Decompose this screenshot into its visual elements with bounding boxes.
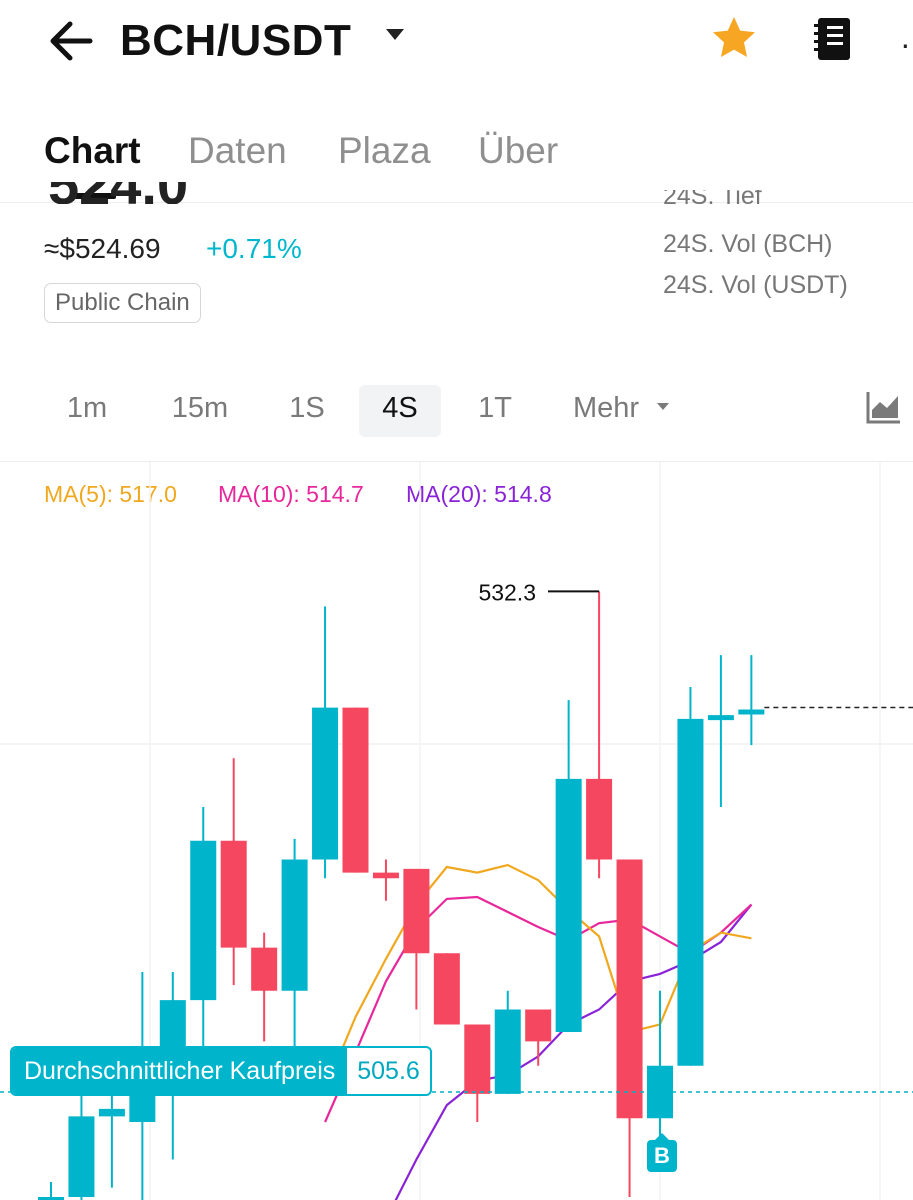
price-change: +0.71% [206,233,302,264]
interval-mehr[interactable]: Mehr [572,392,640,424]
candle-body [494,1009,521,1094]
pair-title[interactable]: BCH/USDT [120,16,352,65]
candle-body [586,778,613,860]
candle-body [190,840,217,1001]
tabs-divider [0,202,913,203]
candle-body [433,953,460,1025]
candle-body [464,1024,491,1094]
last-price: 524.0 [48,182,188,204]
candle-body [707,715,734,721]
high-price-label: 532.3 [478,579,536,605]
candle-body [677,718,704,1066]
candles [38,591,765,1200]
tab-ueber[interactable]: Über [478,130,559,171]
more-menu-icon[interactable]: · [900,26,911,62]
notebook-icon[interactable] [808,14,858,64]
candle-body [738,709,765,715]
interval-divider [0,461,913,462]
ma10-legend: MA(10): 514.7 [218,481,364,507]
candle-body [38,1197,64,1200]
candle-body [68,1116,95,1197]
tab-chart[interactable]: Chart [44,130,141,171]
chart-type-icon[interactable] [866,390,902,424]
buy-marker[interactable]: B [647,1133,677,1172]
candle-body [403,868,430,954]
candle-body [281,859,308,991]
interval-4s[interactable]: 4S [359,385,441,437]
tab-daten[interactable]: Daten [188,130,287,171]
ma20-legend: MA(20): 514.8 [406,481,552,507]
chart-overlays: 532.3 [0,579,913,1093]
stat-vol-quote-label: 24S. Vol (USDT) [663,271,848,299]
candle-body [220,840,247,948]
avg-buy-price-label: Durchschnittlicher Kaufpreis 505.6 [10,1046,432,1096]
stat-vol-base-label: 24S. Vol (BCH) [663,230,833,258]
star-icon[interactable] [708,12,760,64]
candle-body [251,947,278,991]
interval-1s[interactable]: 1S [289,392,325,424]
stat-low-partial: 24S. Tief [663,190,762,210]
tab-active-indicator [74,193,116,199]
price-partial: 524.0 [40,182,300,204]
candle-body [312,707,339,860]
interval-1m[interactable]: 1m [66,392,108,424]
candle-body [525,1009,552,1042]
interval-1t[interactable]: 1T [478,392,512,424]
interval-15m[interactable]: 15m [171,392,229,424]
caret-down-icon[interactable] [657,403,669,410]
back-arrow-icon[interactable] [44,14,98,68]
candle-body [98,1108,125,1117]
tag-public-chain[interactable]: Public Chain [44,283,201,323]
candlestick-chart[interactable]: 532.3 [0,462,913,1200]
tab-plaza[interactable]: Plaza [338,130,431,171]
ma5-legend: MA(5): 517.0 [44,481,177,507]
candle-body [342,707,369,873]
candle-body [555,778,582,1032]
caret-down-icon[interactable] [386,29,404,40]
candle-body [616,859,643,1119]
candle-body [372,872,399,879]
price-fiat: ≈$524.69 [44,233,161,264]
